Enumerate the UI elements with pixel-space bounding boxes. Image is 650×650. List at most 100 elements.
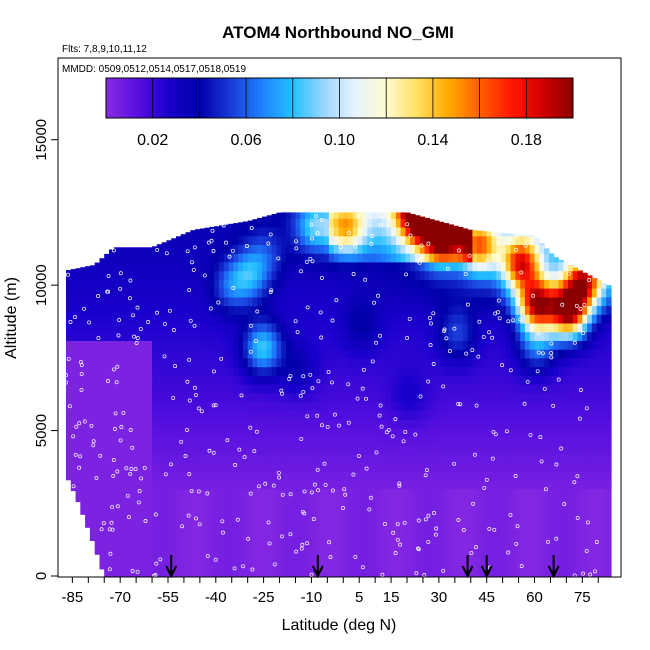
sample-point <box>280 391 285 396</box>
heatmap-cell <box>161 296 167 307</box>
heatmap-cell <box>290 279 297 289</box>
heatmap-cell <box>606 567 612 577</box>
sample-point <box>401 439 406 444</box>
heatmap-cell <box>357 357 363 368</box>
heatmap-cell <box>405 488 411 498</box>
heatmap-cell <box>415 445 421 455</box>
heatmap-cell <box>391 418 397 429</box>
heatmap-cell <box>405 514 411 525</box>
heatmap-cell <box>333 497 340 507</box>
heatmap-cell <box>343 558 349 568</box>
heatmap-cell <box>118 488 124 498</box>
heatmap-cell <box>156 349 163 359</box>
heatmap-cell <box>544 323 550 333</box>
heatmap-cell <box>376 462 383 472</box>
heatmap-cell <box>539 532 545 542</box>
heatmap-cell <box>376 375 383 385</box>
heatmap-cell <box>214 410 220 420</box>
heatmap-cell <box>300 427 306 437</box>
heatmap-cell <box>80 462 86 472</box>
heatmap-cell <box>400 436 406 446</box>
colorbar-swatch <box>183 78 189 118</box>
heatmap-cell <box>199 296 206 307</box>
sample-point <box>456 518 461 522</box>
heatmap-cell <box>362 357 368 368</box>
heatmap-cell <box>319 392 325 403</box>
heatmap-cell <box>582 331 588 341</box>
heatmap-cell <box>204 497 210 507</box>
heatmap-cell <box>395 357 402 368</box>
heatmap-cell <box>424 349 430 359</box>
sample-point <box>434 526 439 531</box>
heatmap-cell <box>348 480 354 490</box>
heatmap-cell <box>204 288 210 298</box>
heatmap-cell <box>486 480 493 490</box>
heatmap-cell <box>348 523 354 533</box>
sample-point <box>192 323 197 328</box>
sample-point <box>584 406 589 411</box>
heatmap-cell <box>438 523 445 533</box>
heatmap-cell <box>300 357 306 368</box>
heatmap-cell <box>520 314 526 324</box>
heatmap-cell <box>424 279 430 289</box>
heatmap-cell <box>477 497 483 507</box>
heatmap-cell <box>481 410 488 420</box>
heatmap-cell <box>477 392 483 403</box>
heatmap-cell <box>118 427 124 437</box>
heatmap-cell <box>362 436 368 446</box>
heatmap-cell <box>118 523 124 533</box>
heatmap-cell <box>281 384 287 394</box>
heatmap-cell <box>415 323 421 333</box>
heatmap-cell <box>190 514 196 525</box>
sample-point <box>329 380 334 385</box>
heatmap-cell <box>357 445 363 455</box>
heatmap-cell <box>161 453 167 464</box>
heatmap-cell <box>204 532 210 542</box>
heatmap-cell <box>601 349 607 359</box>
heatmap-cell <box>328 331 335 341</box>
sample-point <box>458 402 463 407</box>
heatmap-cell <box>520 323 526 333</box>
heatmap-cell <box>70 418 77 429</box>
heatmap-cell <box>104 488 110 498</box>
heatmap-cell <box>94 323 101 333</box>
heatmap-cell <box>190 230 196 237</box>
heatmap-cell <box>515 235 521 245</box>
heatmap-cell <box>438 253 445 263</box>
sample-point <box>351 472 356 477</box>
heatmap-cell <box>376 288 383 298</box>
heatmap-cell <box>257 340 263 350</box>
heatmap-cell <box>333 523 340 533</box>
heatmap-cell <box>99 549 105 560</box>
heatmap-cell <box>553 514 559 525</box>
heatmap-cell <box>376 296 383 307</box>
heatmap-cell <box>572 270 579 280</box>
heatmap-cell <box>180 410 187 420</box>
heatmap-cell <box>176 279 182 289</box>
heatmap-cell <box>328 445 335 455</box>
heatmap-cell <box>309 323 316 333</box>
heatmap-cell <box>276 227 282 237</box>
heatmap-cell <box>156 305 163 315</box>
colorbar-swatch <box>148 78 154 118</box>
heatmap-cell <box>434 401 440 411</box>
heatmap-cell <box>544 340 550 350</box>
heatmap-cell <box>438 427 445 437</box>
heatmap-cell <box>290 427 297 437</box>
sample-point <box>115 364 120 369</box>
heatmap-cell <box>343 418 349 429</box>
heatmap-cell <box>319 453 325 464</box>
heatmap-cell <box>596 541 603 551</box>
heatmap-cell <box>529 296 536 307</box>
heatmap-cell <box>472 427 478 437</box>
sample-point <box>514 541 519 546</box>
heatmap-cell <box>156 392 163 403</box>
heatmap-cell <box>386 340 392 350</box>
heatmap-cell <box>477 462 483 472</box>
heatmap-cell <box>395 323 402 333</box>
heatmap-cell <box>510 427 516 437</box>
heatmap-cell <box>467 323 473 333</box>
heatmap-cell <box>343 235 349 245</box>
heatmap-cell <box>481 375 488 385</box>
heatmap-cell <box>314 349 320 359</box>
